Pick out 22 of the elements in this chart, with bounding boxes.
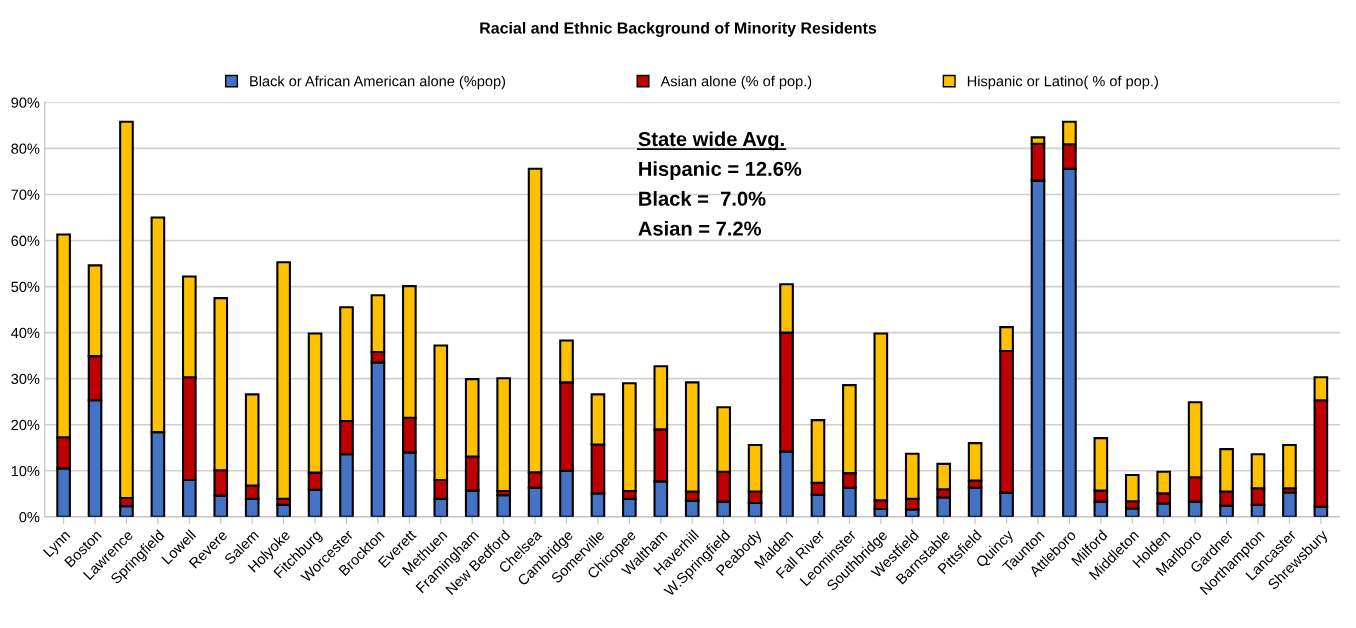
y-tick-label: 40%: [11, 327, 40, 339]
y-tick-label: 80%: [11, 143, 40, 154]
y-tick-label: 30%: [11, 373, 40, 385]
y-tick-label: 70%: [11, 189, 40, 200]
annotation: Asian = 7.2%: [638, 220, 762, 236]
y-tick-label: 50%: [11, 281, 40, 293]
y-tick-label: 90%: [11, 97, 40, 108]
annotation: Hispanic = 12.6%: [639, 161, 802, 180]
bar: [496, 377, 511, 493]
y-tick-label: 10%: [11, 465, 40, 477]
y-tick-label: 60%: [11, 235, 40, 246]
bar: [1282, 491, 1297, 517]
annotation: State wide Avg.: [638, 131, 784, 151]
y-tick-label: 0%: [19, 511, 40, 523]
bar: [496, 494, 511, 517]
bar: [1282, 443, 1297, 490]
legend-label: Asian alone (% of pop.): [660, 75, 812, 90]
legend-label: Hispanic or Latino( % of pop.): [967, 75, 1158, 90]
chart-title: Racial and Ethnic Background of Minority Residents: [480, 21, 877, 37]
annotation: Black = 7.0%: [639, 191, 766, 206]
y-tick-label: 20%: [11, 419, 40, 431]
legend-label: Black or African American alone (%pop): [250, 75, 506, 90]
